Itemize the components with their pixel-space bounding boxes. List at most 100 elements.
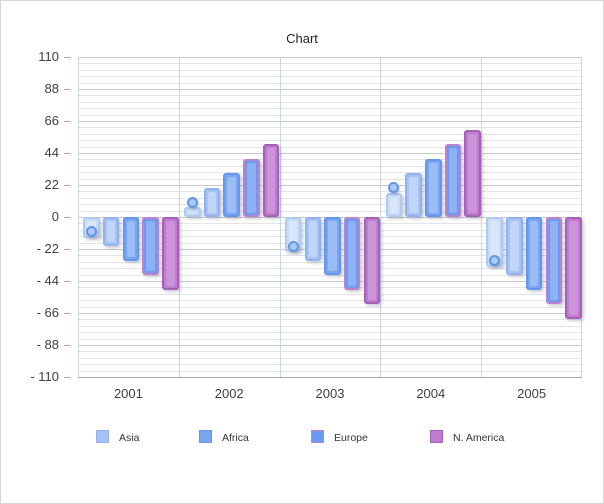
bar-Europe-2001	[142, 217, 159, 276]
gridline-minor	[78, 293, 582, 295]
gridline-minor	[78, 101, 582, 103]
bar-highlight	[328, 221, 337, 272]
bar-N. America-2002	[262, 144, 280, 217]
gridline-minor	[78, 191, 582, 193]
legend-label: Europe	[334, 432, 368, 444]
bar-N. America-2001	[162, 217, 179, 290]
gridline-minor	[78, 114, 582, 116]
bar-highlight	[247, 162, 256, 213]
bar-highlight	[510, 221, 519, 272]
gridline-minor	[78, 95, 582, 97]
gridline-minor	[78, 108, 582, 110]
data-point-marker	[186, 197, 198, 208]
gridline-vertical	[481, 57, 483, 377]
bar-highlight	[367, 221, 377, 301]
gridline-major	[78, 153, 582, 154]
gridline-minor	[78, 140, 582, 142]
data-point-marker	[85, 226, 97, 237]
gridline-minor	[78, 338, 582, 340]
bar-Asia-2004	[405, 173, 422, 217]
gridline-minor	[78, 325, 582, 327]
y-tick-mark	[64, 121, 71, 122]
y-tick-label: 22	[44, 177, 59, 192]
y-tick-mark	[64, 185, 71, 186]
bar-Europe-2005	[545, 217, 562, 305]
gridline-minor	[78, 204, 582, 206]
gridline-minor	[78, 287, 582, 289]
legend-swatch	[199, 430, 212, 443]
bar-Africa-2003	[324, 217, 341, 276]
data-point-marker	[388, 182, 400, 194]
x-axis: 2001 2002 2003 2004 2005	[78, 386, 582, 404]
x-tick-label: 2001	[113, 386, 143, 401]
bar-Europe-2002	[243, 158, 260, 217]
legend-swatch	[311, 430, 324, 443]
x-axis-line	[78, 377, 582, 378]
y-tick-label: 66	[44, 113, 59, 128]
y-tick-label: - 44	[36, 273, 59, 288]
bar-highlight	[389, 196, 399, 213]
gridline-minor	[78, 178, 582, 180]
y-tick-label: 0	[51, 209, 59, 224]
gridline-major	[78, 121, 582, 122]
bar-N. America-2004	[464, 129, 481, 217]
bar-highlight	[429, 162, 438, 213]
bar-Africa-2004	[425, 158, 442, 217]
legend-label: N. America	[453, 432, 505, 444]
bar-highlight	[106, 221, 116, 243]
gridline-minor	[78, 172, 582, 174]
x-tick-label: 2005	[517, 386, 547, 401]
bar-highlight	[347, 221, 357, 286]
y-tick-mark	[64, 377, 71, 378]
bar-marker-series-2002	[184, 207, 201, 217]
x-tick-label: 2004	[416, 386, 446, 401]
bar-Europe-2003	[343, 217, 361, 290]
y-tick-mark	[64, 345, 71, 346]
gridline-minor	[78, 197, 582, 199]
gridline-minor	[78, 319, 582, 321]
gridline-minor	[78, 274, 582, 276]
bar-highlight	[448, 148, 458, 213]
gridline-minor	[78, 351, 582, 353]
gridline-minor	[78, 332, 582, 334]
y-tick-label: 110	[38, 49, 59, 64]
bar-Europe-2004	[444, 144, 462, 217]
bar-highlight	[529, 221, 539, 286]
bar-highlight	[266, 148, 276, 213]
bar-highlight	[166, 221, 175, 286]
gridline-major	[78, 89, 582, 90]
gridline-major	[78, 281, 582, 282]
y-tick-mark	[64, 217, 71, 218]
gridline-minor	[78, 69, 582, 71]
gridline-minor	[78, 127, 582, 129]
y-axis: 110 88 66 44 22 0 - 22 - 44 - 66 - 88 - 110	[1, 49, 78, 384]
x-tick-label: 2002	[214, 386, 244, 401]
bar-highlight	[490, 221, 499, 263]
bar-highlight	[146, 221, 155, 272]
gridline-minor	[78, 133, 582, 135]
gridline-minor	[78, 357, 582, 359]
bar-Africa-2005	[525, 217, 543, 290]
gridline-vertical	[178, 57, 180, 377]
gridline-minor	[78, 159, 582, 161]
gridline-minor	[78, 82, 582, 84]
gridline-minor	[78, 63, 582, 65]
y-tick-label: - 110	[30, 369, 59, 384]
bar-highlight	[288, 221, 298, 249]
legend: Asia Africa Europe N. America	[1, 430, 603, 448]
chart-title: Chart	[286, 31, 318, 46]
legend-label: Asia	[119, 432, 140, 444]
bar-highlight	[126, 221, 136, 257]
bar-highlight	[227, 177, 236, 213]
gridline-minor	[78, 364, 582, 366]
gridline-minor	[78, 76, 582, 78]
bar-Asia-2005	[506, 217, 523, 276]
gridline-vertical	[279, 57, 281, 377]
gridline-minor	[78, 146, 582, 148]
gridline-minor	[78, 165, 582, 167]
bar-highlight	[409, 177, 418, 213]
y-tick-mark	[64, 153, 71, 154]
gridline-major	[78, 57, 582, 58]
gridline-major	[78, 313, 582, 314]
